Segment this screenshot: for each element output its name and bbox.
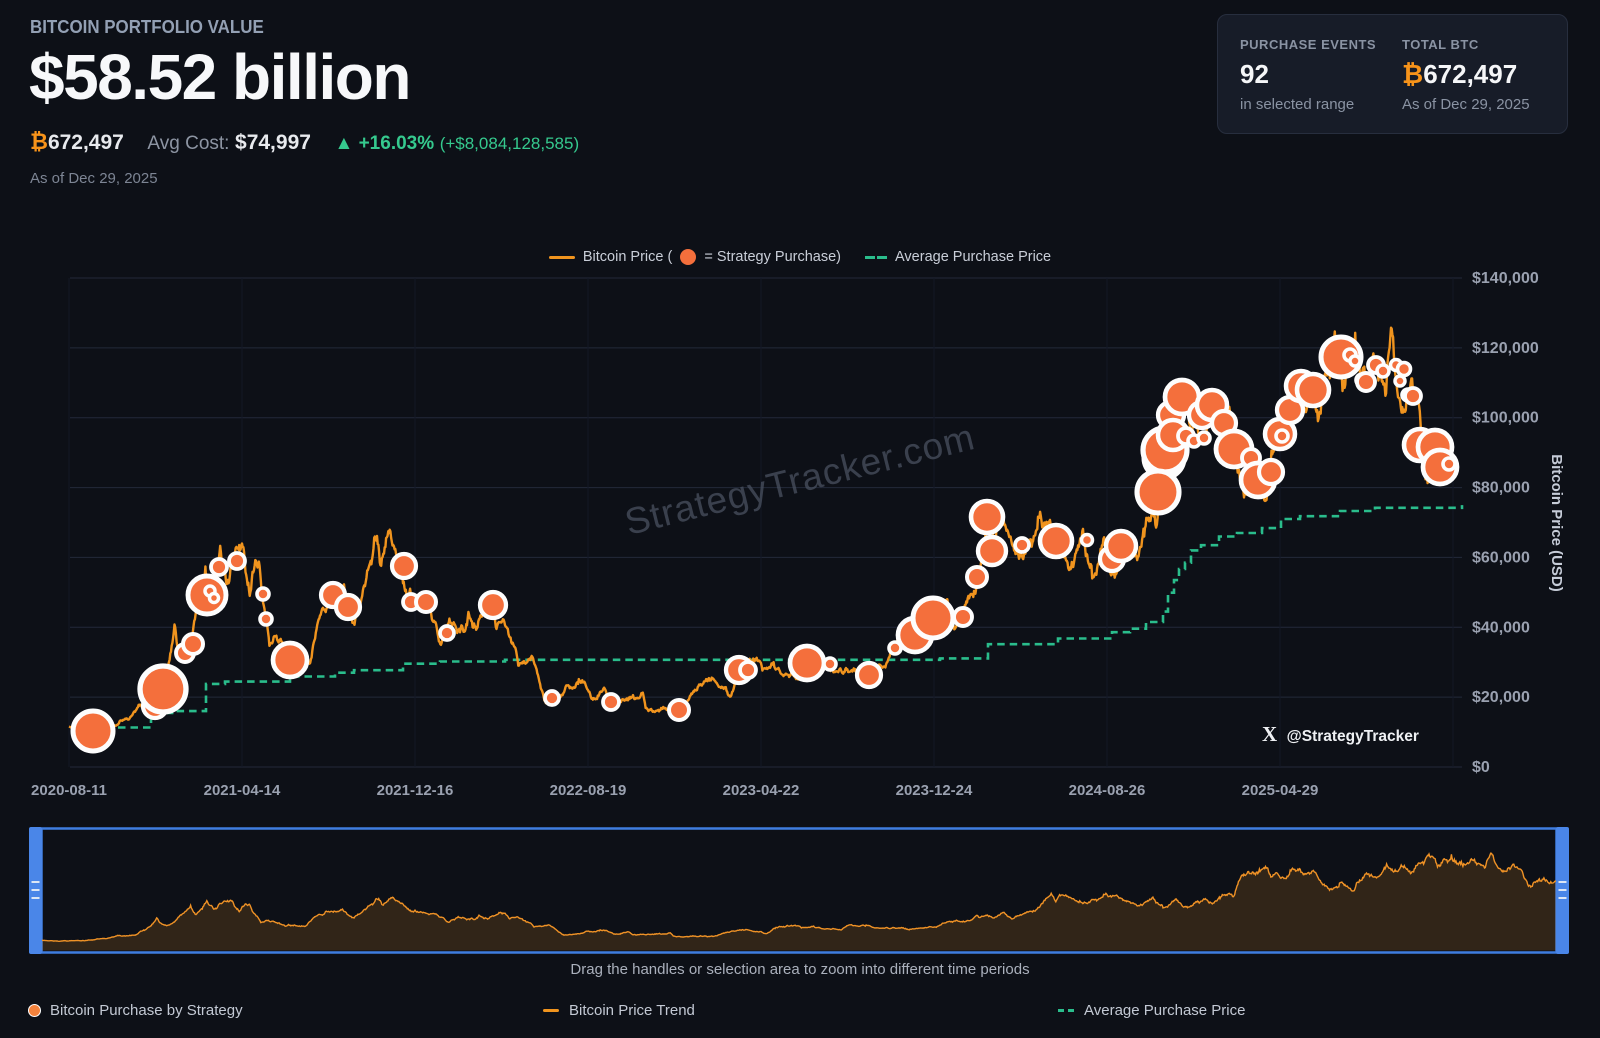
svg-text:$60,000: $60,000 [1472, 549, 1530, 566]
svg-text:$80,000: $80,000 [1472, 480, 1530, 497]
svg-text:$100,000: $100,000 [1472, 410, 1539, 427]
svg-text:2024-08-26: 2024-08-26 [1069, 782, 1146, 799]
svg-text:Bitcoin Price (USD): Bitcoin Price (USD) [1548, 454, 1565, 592]
svg-text:2020-08-11: 2020-08-11 [31, 782, 107, 799]
svg-text:2025-04-29: 2025-04-29 [1242, 782, 1319, 799]
svg-text:$0: $0 [1472, 759, 1490, 776]
svg-text:$20,000: $20,000 [1472, 689, 1530, 706]
svg-text:$120,000: $120,000 [1472, 340, 1539, 357]
svg-text:StrategyTracker.com: StrategyTracker.com [621, 416, 979, 543]
svg-text:$40,000: $40,000 [1472, 619, 1530, 636]
svg-text:2021-12-16: 2021-12-16 [377, 782, 454, 799]
svg-text:2023-12-24: 2023-12-24 [896, 782, 973, 799]
svg-text:2021-04-14: 2021-04-14 [204, 782, 281, 799]
svg-text:$140,000: $140,000 [1472, 270, 1539, 287]
svg-text:2022-08-19: 2022-08-19 [550, 782, 627, 799]
svg-text:2023-04-22: 2023-04-22 [723, 782, 800, 799]
